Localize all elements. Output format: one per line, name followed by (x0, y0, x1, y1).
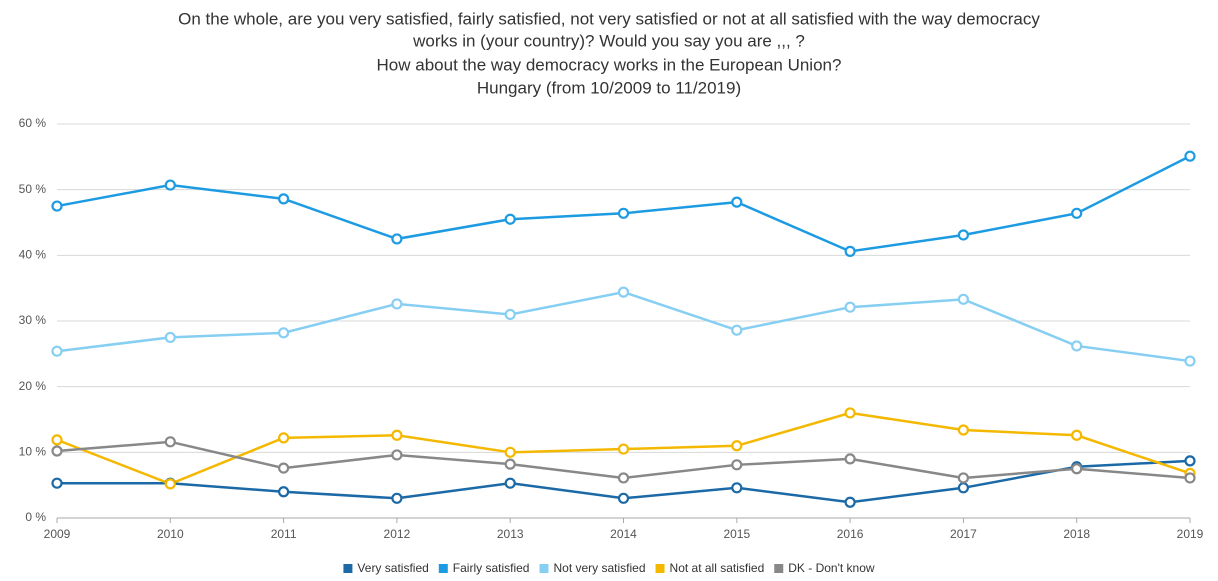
data-point (617, 443, 630, 455)
y-tick-label: 40 % (19, 248, 47, 262)
y-tick-label: 10 % (19, 445, 47, 459)
data-point (1071, 463, 1083, 475)
legend-label: Fairly satisfied (453, 561, 530, 575)
data-point (278, 486, 290, 498)
y-tick-label: 20 % (19, 379, 47, 393)
data-point (51, 345, 63, 357)
data-point (957, 229, 970, 241)
data-point (731, 459, 743, 471)
legend-label: Not at all satisfied (670, 561, 765, 575)
x-tick-label: 2013 (497, 527, 524, 541)
y-tick-label: 0 % (25, 510, 46, 524)
x-tick-label: 2012 (384, 527, 411, 541)
x-tick-label: 2015 (723, 527, 750, 541)
data-point (617, 286, 630, 298)
data-point (391, 429, 403, 441)
data-point (391, 298, 403, 310)
data-point (844, 245, 856, 257)
data-point (504, 458, 516, 470)
data-point (164, 436, 176, 448)
data-point (278, 327, 290, 339)
legend-swatch (774, 564, 784, 573)
data-point (164, 478, 176, 490)
y-tick-label: 60 % (19, 116, 47, 130)
legend-label: Very satisfied (357, 561, 428, 575)
data-point (391, 492, 403, 504)
data-point (731, 324, 743, 336)
data-point (844, 407, 856, 419)
data-point (164, 331, 176, 344)
series-line (56, 290, 1191, 363)
data-point (51, 434, 63, 446)
series-line (56, 155, 1191, 253)
data-point (731, 482, 743, 494)
data-point (51, 445, 63, 457)
x-tick-label: 2009 (44, 527, 71, 541)
data-point (278, 462, 290, 474)
data-point (844, 453, 856, 465)
data-point (391, 233, 403, 245)
chart-subtitle: Hungary (from 10/2009 to 11/2019) (477, 78, 741, 97)
data-point (617, 207, 630, 219)
x-tick-label: 2017 (950, 527, 977, 541)
legend-label: DK - Don't know (788, 561, 875, 575)
data-point (1184, 355, 1196, 367)
x-tick-label: 2018 (1063, 527, 1090, 541)
data-point (617, 472, 630, 484)
data-point (1071, 207, 1083, 219)
x-tick-label: 2010 (157, 527, 184, 541)
data-point (51, 477, 63, 489)
x-tick-label: 2019 (1177, 527, 1204, 541)
data-point (1184, 150, 1196, 162)
data-point (957, 472, 970, 484)
data-point (617, 492, 630, 504)
data-point (1184, 472, 1196, 484)
data-point (1071, 429, 1083, 441)
chart-title: How about the way democracy works in the… (377, 55, 842, 74)
data-point (844, 496, 856, 508)
data-point (957, 424, 970, 436)
y-tick-label: 50 % (19, 182, 47, 196)
x-tick-label: 2016 (837, 527, 864, 541)
chart-title: works in (your country)? Would you say y… (412, 31, 805, 50)
data-point (278, 193, 290, 205)
data-point (278, 432, 290, 444)
data-point (391, 449, 403, 461)
legend-swatch (438, 564, 448, 573)
legend-swatch (539, 564, 549, 573)
data-point (504, 477, 516, 489)
data-point (51, 200, 63, 212)
y-tick-label: 30 % (19, 313, 47, 327)
data-point (957, 482, 970, 494)
legend-swatch (343, 564, 353, 573)
chart-title: On the whole, are you very satisfied, fa… (178, 9, 1040, 28)
data-point (731, 196, 743, 208)
legend-label: Not very satisfied (553, 561, 645, 575)
data-point (164, 179, 176, 191)
data-point (844, 301, 856, 313)
data-point (504, 213, 516, 225)
data-point (1071, 340, 1083, 352)
data-point (957, 293, 970, 305)
legend-swatch (655, 564, 665, 573)
x-tick-label: 2014 (610, 527, 637, 541)
data-point (1184, 455, 1196, 467)
data-point (731, 440, 743, 452)
data-point (504, 446, 516, 458)
data-point (504, 308, 516, 321)
x-tick-label: 2011 (271, 527, 297, 541)
